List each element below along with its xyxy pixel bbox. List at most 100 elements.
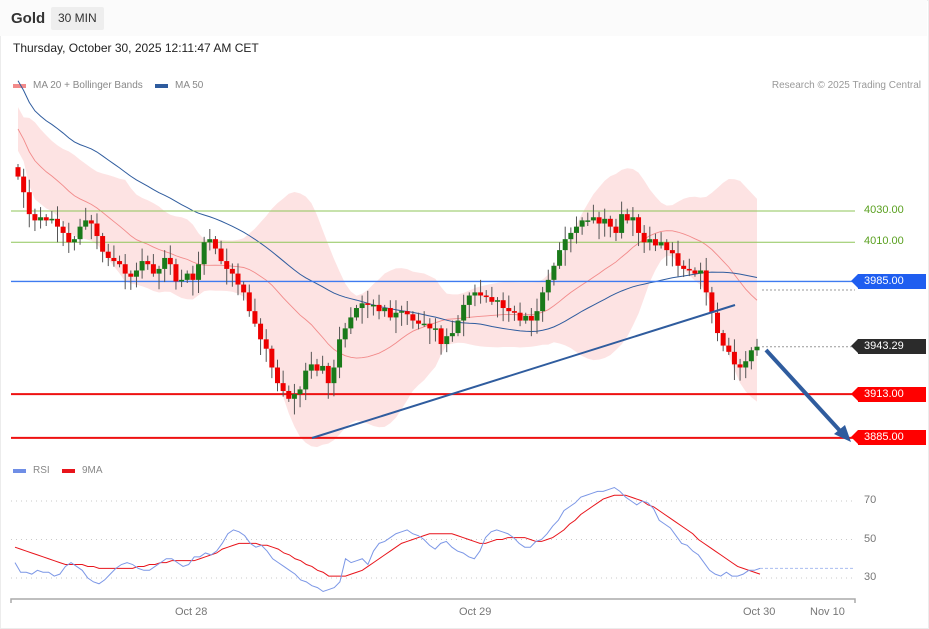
bullish-candle — [77, 226, 83, 240]
bullish-candle — [523, 315, 529, 321]
bearish-candle — [517, 312, 523, 321]
bearish-candle — [387, 308, 393, 318]
bearish-candle — [692, 270, 698, 274]
bullish-candle — [432, 328, 438, 330]
bearish-candle — [641, 232, 647, 243]
bearish-candle — [652, 239, 658, 246]
bearish-candle — [54, 218, 60, 227]
bearish-candle — [241, 284, 247, 293]
bearish-candle — [128, 273, 134, 277]
bearish-candle — [26, 192, 32, 215]
bearish-candle — [66, 232, 72, 243]
ma20-swatch-icon — [13, 83, 26, 88]
bullish-candle — [71, 239, 77, 243]
bullish-candle — [207, 239, 213, 243]
bearish-candle — [43, 217, 49, 221]
bearish-candle — [105, 251, 111, 258]
bullish-candle — [590, 217, 596, 221]
bearish-candle — [94, 223, 100, 237]
bearish-candle — [506, 308, 512, 312]
bearish-candle — [624, 214, 630, 221]
bearish-candle — [709, 292, 715, 313]
bearish-candle — [173, 264, 179, 282]
level-label-3943.29: 3943.29 — [851, 339, 926, 355]
bearish-candle — [528, 315, 534, 321]
timeframe-badge[interactable]: 30 MIN — [51, 7, 104, 30]
bearish-candle — [669, 250, 675, 254]
bearish-candle — [32, 214, 38, 221]
bearish-candle — [607, 218, 613, 227]
x-axis — [10, 598, 856, 603]
bearish-candle — [274, 367, 280, 384]
bullish-candle — [308, 364, 314, 371]
bearish-candle — [681, 265, 687, 269]
rising-trendline — [311, 304, 736, 439]
level-label-4010.00: 4010.00 — [864, 235, 904, 248]
bearish-candle — [404, 311, 410, 315]
bullish-candle — [291, 394, 297, 399]
bullish-candle — [630, 217, 636, 221]
bearish-candle — [416, 320, 422, 324]
bullish-candle — [421, 323, 427, 326]
bullish-candle — [658, 242, 664, 246]
bullish-candle — [179, 279, 185, 282]
bullish-candle — [359, 303, 365, 309]
bearish-candle — [280, 383, 286, 391]
level-label-3913.00: 3913.00 — [851, 386, 926, 402]
bullish-candle — [353, 308, 359, 318]
bearish-candle — [613, 226, 619, 233]
bearish-candle — [664, 242, 670, 251]
bearish-candle — [438, 328, 444, 345]
bearish-candle — [88, 220, 94, 224]
bullish-candle — [557, 250, 563, 266]
bearish-candle — [500, 300, 506, 309]
bullish-candle — [545, 279, 551, 293]
legend-label: RSI — [33, 465, 50, 476]
bullish-candle — [647, 239, 653, 243]
legend-label: MA 50 — [175, 80, 204, 91]
bearish-candle — [511, 311, 517, 313]
level-label-3885.00: 3885.00 — [851, 430, 926, 446]
bearish-candle — [235, 273, 241, 285]
bearish-candle — [489, 297, 495, 302]
bearish-candle — [100, 236, 106, 252]
bearish-candle — [703, 270, 709, 293]
bearish-candle — [675, 253, 681, 266]
bullish-candle — [320, 365, 326, 371]
rsi-9ma-line — [14, 494, 761, 577]
bearish-candle — [117, 261, 123, 265]
bearish-candle — [427, 323, 433, 329]
bullish-candle — [461, 304, 467, 321]
bearish-candle — [167, 257, 173, 265]
bearish-candle — [269, 348, 275, 368]
ma50-line — [17, 80, 758, 332]
bullish-candle — [534, 311, 540, 321]
ma20-line — [17, 128, 758, 359]
bullish-candle — [619, 214, 625, 233]
bearish-candle — [726, 345, 732, 352]
bollinger-band — [18, 107, 757, 448]
timestamp: Thursday, October 30, 2025 12:11:47 AM C… — [13, 41, 259, 55]
rsi-swatch-icon — [13, 468, 26, 473]
bearish-candle — [229, 268, 235, 274]
bearish-candle — [365, 303, 371, 305]
bullish-candle — [393, 312, 399, 318]
header-bar — [0, 0, 927, 36]
x-tick-oct-29: Oct 29 — [459, 606, 492, 618]
bearish-candle — [246, 292, 252, 312]
bullish-candle — [370, 304, 376, 307]
bullish-candle — [399, 311, 405, 313]
bearish-candle — [720, 333, 726, 346]
bullish-candle — [337, 339, 343, 368]
bullish-candle — [342, 328, 348, 340]
bearish-candle — [252, 311, 258, 324]
bearish-arrow-head-icon — [834, 425, 851, 442]
bearish-candle — [21, 176, 27, 193]
bearish-candle — [636, 217, 642, 233]
bearish-candle — [258, 323, 264, 340]
bullish-candle — [602, 218, 608, 224]
bearish-candle — [150, 264, 156, 274]
bearish-candle — [145, 261, 151, 265]
bullish-candle — [449, 333, 455, 337]
